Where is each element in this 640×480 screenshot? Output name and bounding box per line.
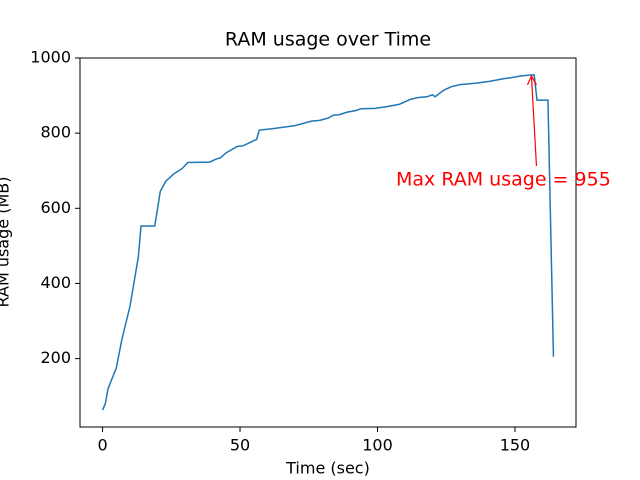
x-tick-label: 100 <box>362 436 393 455</box>
y-axis-label: RAM usage (MB) <box>0 177 13 308</box>
annotation-arrowhead <box>526 74 537 86</box>
y-tick-label: 1000 <box>30 48 71 67</box>
annotation-text: Max RAM usage = 955 <box>396 169 611 191</box>
y-tick-label: 800 <box>40 123 71 142</box>
y-tick-label: 600 <box>40 198 71 217</box>
x-tick-label: 150 <box>500 436 531 455</box>
y-tick-label: 400 <box>40 273 71 292</box>
chart-title: RAM usage over Time <box>225 29 431 51</box>
x-axis-label: Time (sec) <box>285 459 370 478</box>
x-tick-label: 50 <box>230 436 250 455</box>
x-tick-label: 0 <box>97 436 107 455</box>
data-line <box>101 74 555 411</box>
annotation-arrow <box>530 75 538 167</box>
axes-frame <box>79 57 577 428</box>
y-tick-label: 200 <box>40 348 71 367</box>
